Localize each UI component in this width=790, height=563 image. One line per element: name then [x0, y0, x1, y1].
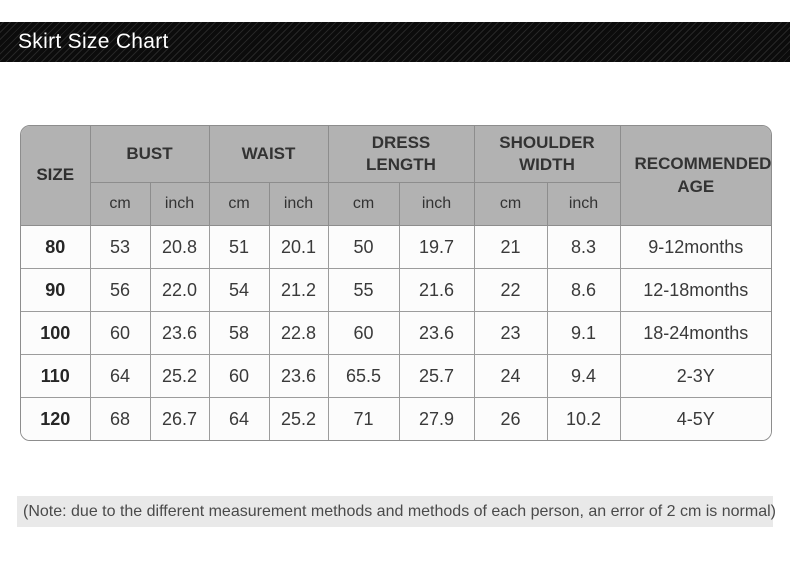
value-cell: 23.6 — [398, 311, 475, 355]
value-cell: 19.7 — [398, 225, 475, 269]
value-cell: 71 — [327, 397, 400, 440]
col-header-shoulder-width: SHOULDER WIDTH — [473, 126, 621, 183]
value-cell: 65.5 — [327, 354, 400, 398]
value-cell: 23 — [473, 311, 548, 355]
value-cell: 20.1 — [268, 225, 329, 269]
page-title: Skirt Size Chart — [18, 30, 169, 53]
header-group-row: SIZE BUST WAIST DRESS LENGTH SHOULDER WI… — [21, 126, 771, 226]
value-cell: 26 — [473, 397, 548, 440]
value-cell: 22.0 — [149, 268, 210, 312]
title-bar: Skirt Size Chart — [0, 22, 790, 62]
value-cell: 21.2 — [268, 268, 329, 312]
value-cell: 56 — [89, 268, 151, 312]
size-chart-table: SIZE BUST WAIST DRESS LENGTH SHOULDER WI… — [21, 126, 771, 440]
age-cell: 12-18months — [619, 268, 771, 312]
table-row: 110 64 25.2 60 23.6 65.5 25.7 24 9.4 2-3… — [21, 354, 771, 398]
note-text: (Note: due to the different measurement … — [23, 502, 776, 520]
col-header-size: SIZE — [21, 126, 91, 226]
size-cell: 110 — [21, 354, 91, 398]
value-cell: 25.2 — [149, 354, 210, 398]
value-cell: 64 — [89, 354, 151, 398]
value-cell: 55 — [327, 268, 400, 312]
value-cell: 9.1 — [546, 311, 621, 355]
value-cell: 23.6 — [149, 311, 210, 355]
table-row: 120 68 26.7 64 25.2 71 27.9 26 10.2 4-5Y — [21, 397, 771, 440]
value-cell: 25.2 — [268, 397, 329, 440]
value-cell: 22 — [473, 268, 548, 312]
value-cell: 54 — [208, 268, 270, 312]
table-row: 100 60 23.6 58 22.8 60 23.6 23 9.1 18-24… — [21, 311, 771, 355]
unit-header-waist-inch: inch — [268, 182, 329, 226]
unit-header-shoulder-inch: inch — [546, 182, 621, 226]
size-chart-table-container: SIZE BUST WAIST DRESS LENGTH SHOULDER WI… — [20, 125, 772, 441]
unit-header-dress-inch: inch — [398, 182, 475, 226]
age-cell: 18-24months — [619, 311, 771, 355]
value-cell: 21.6 — [398, 268, 475, 312]
value-cell: 10.2 — [546, 397, 621, 440]
size-cell: 90 — [21, 268, 91, 312]
col-header-recommended-age: RECOMMENDED AGE — [619, 126, 771, 226]
col-header-bust: BUST — [89, 126, 210, 183]
value-cell: 64 — [208, 397, 270, 440]
value-cell: 26.7 — [149, 397, 210, 440]
value-cell: 20.8 — [149, 225, 210, 269]
value-cell: 53 — [89, 225, 151, 269]
value-cell: 24 — [473, 354, 548, 398]
value-cell: 60 — [208, 354, 270, 398]
size-cell: 120 — [21, 397, 91, 440]
col-header-waist: WAIST — [208, 126, 329, 183]
value-cell: 8.6 — [546, 268, 621, 312]
unit-header-shoulder-cm: cm — [473, 182, 548, 226]
value-cell: 9.4 — [546, 354, 621, 398]
value-cell: 25.7 — [398, 354, 475, 398]
value-cell: 50 — [327, 225, 400, 269]
size-cell: 80 — [21, 225, 91, 269]
value-cell: 21 — [473, 225, 548, 269]
value-cell: 60 — [89, 311, 151, 355]
value-cell: 8.3 — [546, 225, 621, 269]
value-cell: 60 — [327, 311, 400, 355]
unit-header-waist-cm: cm — [208, 182, 270, 226]
value-cell: 22.8 — [268, 311, 329, 355]
value-cell: 58 — [208, 311, 270, 355]
col-header-dress-length: DRESS LENGTH — [327, 126, 475, 183]
table-row: 90 56 22.0 54 21.2 55 21.6 22 8.6 12-18m… — [21, 268, 771, 312]
value-cell: 68 — [89, 397, 151, 440]
value-cell: 27.9 — [398, 397, 475, 440]
size-cell: 100 — [21, 311, 91, 355]
age-cell: 4-5Y — [619, 397, 771, 440]
value-cell: 23.6 — [268, 354, 329, 398]
unit-header-bust-inch: inch — [149, 182, 210, 226]
note-bar: (Note: due to the different measurement … — [17, 496, 776, 527]
unit-header-dress-cm: cm — [327, 182, 400, 226]
table-row: 80 53 20.8 51 20.1 50 19.7 21 8.3 9-12mo… — [21, 225, 771, 269]
unit-header-bust-cm: cm — [90, 182, 151, 226]
value-cell: 51 — [208, 225, 270, 269]
age-cell: 9-12months — [619, 225, 771, 269]
age-cell: 2-3Y — [619, 354, 771, 398]
